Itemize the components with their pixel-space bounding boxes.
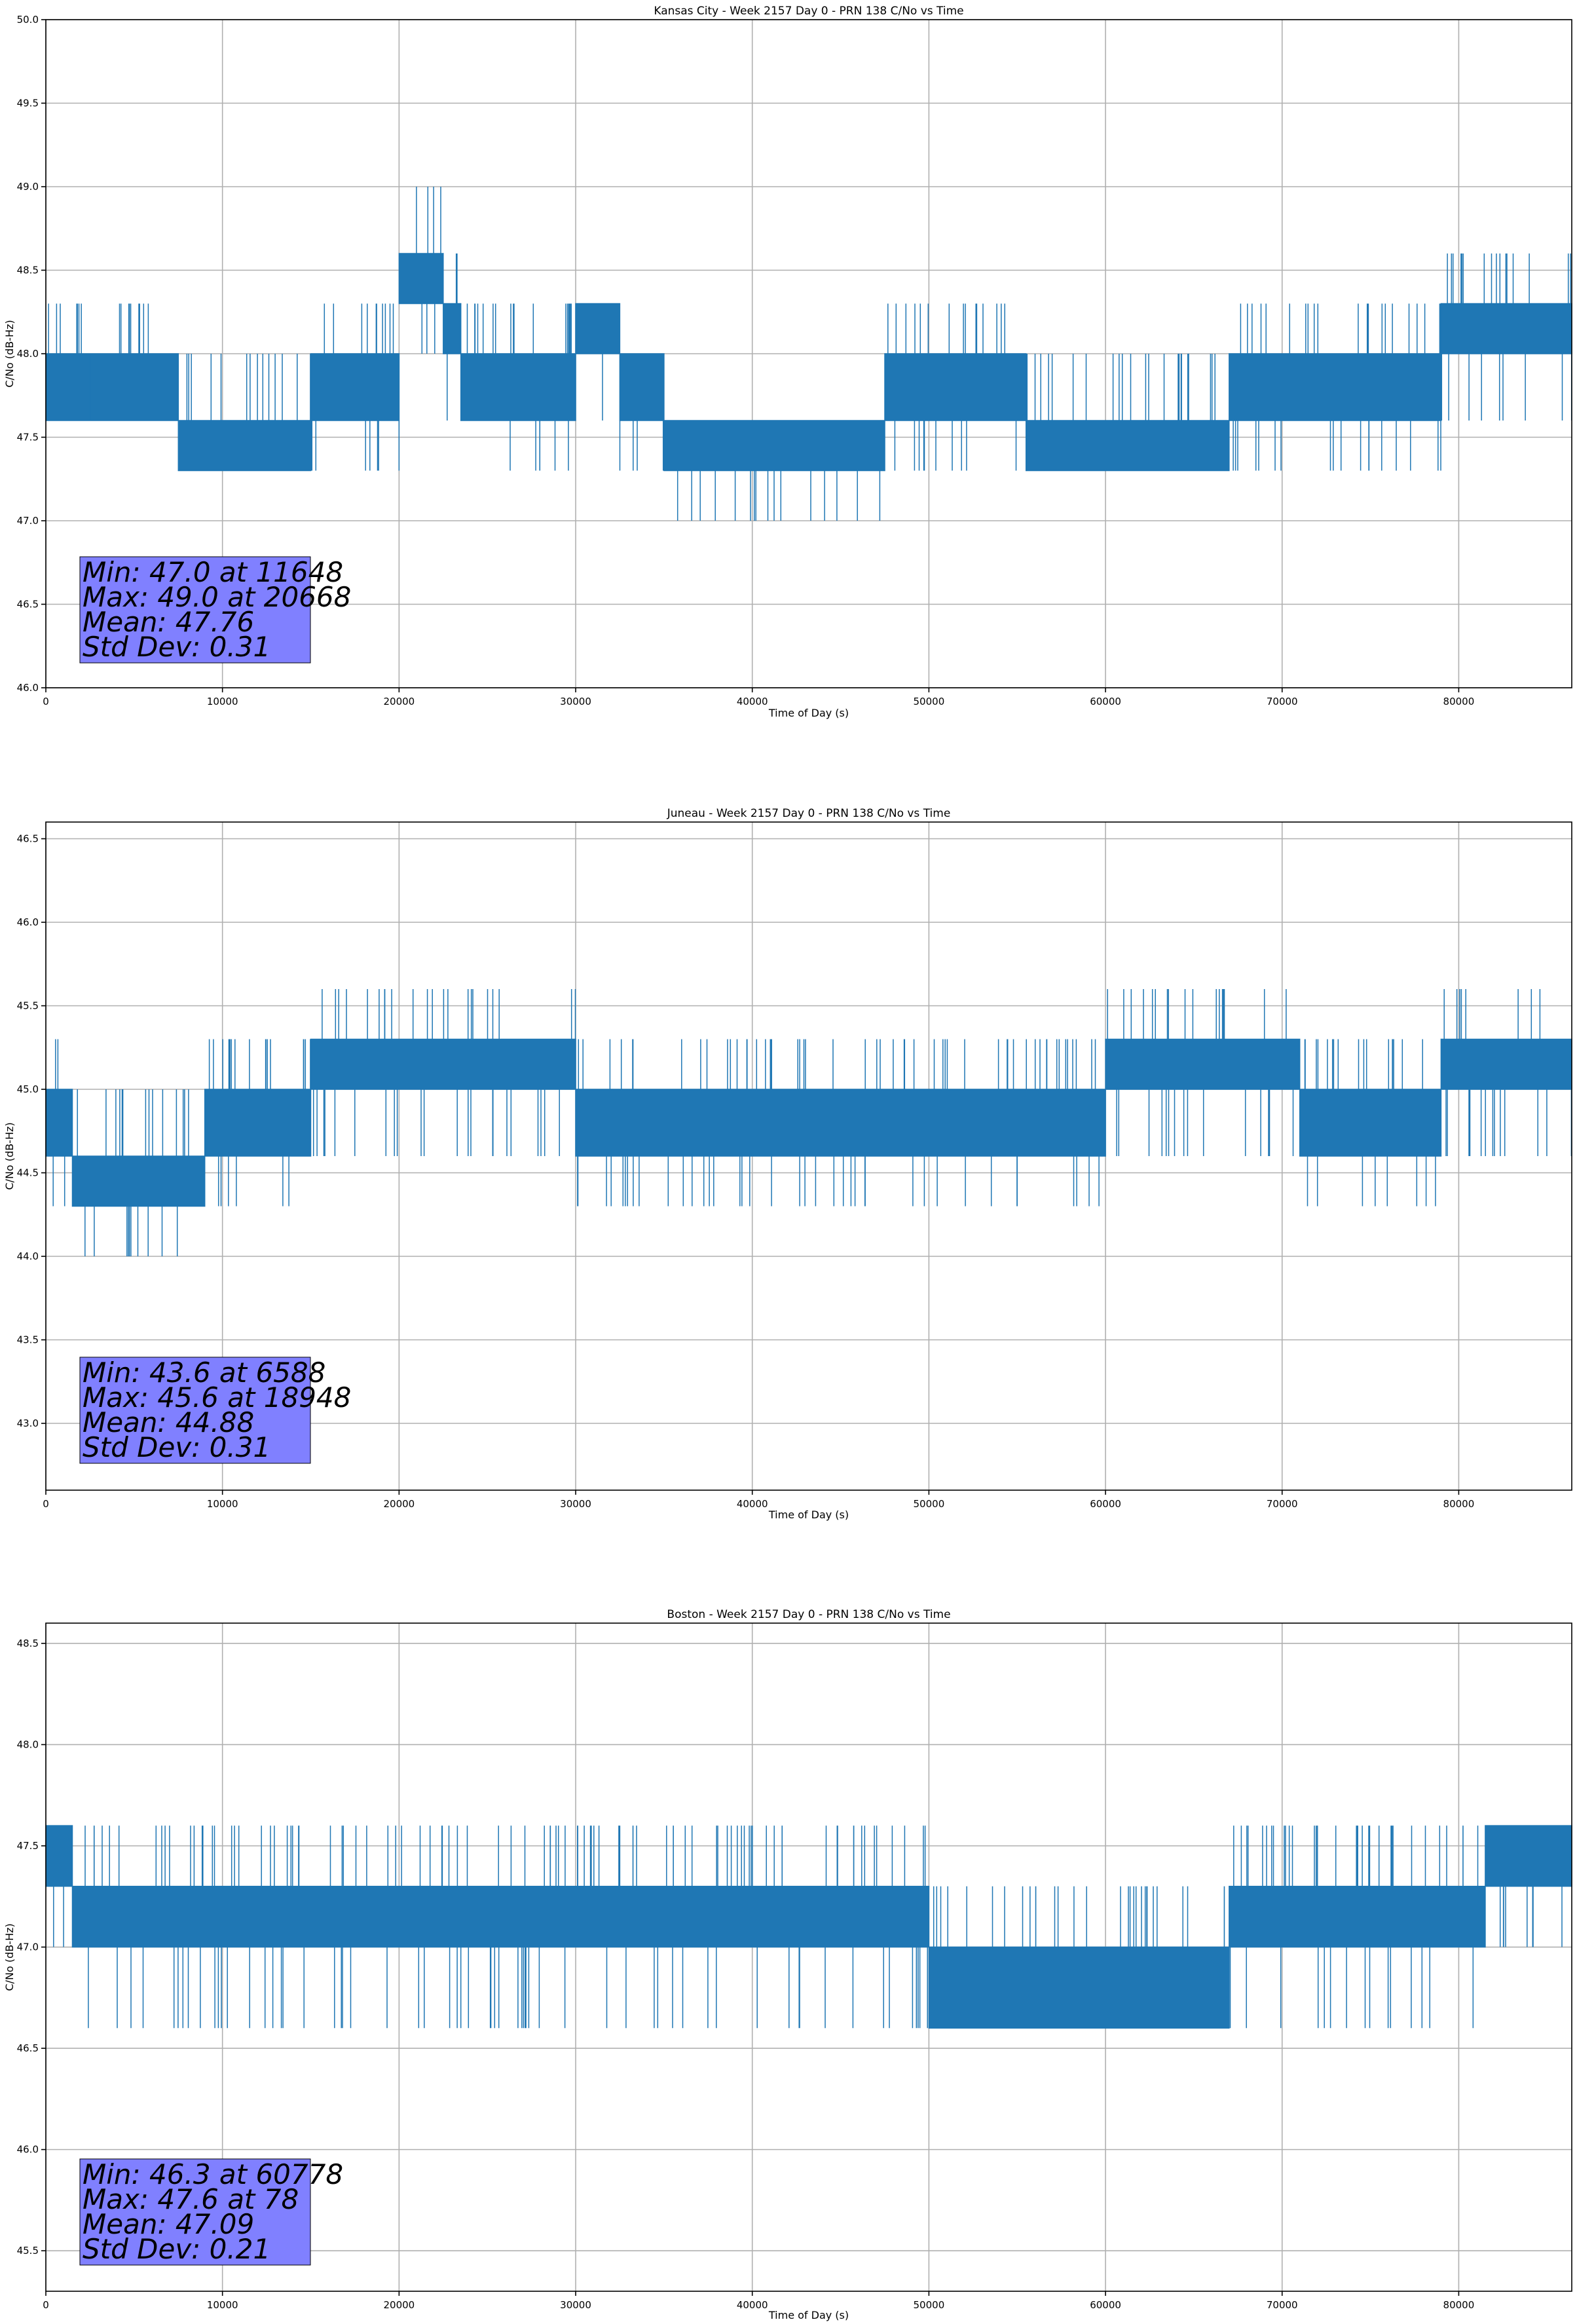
y-tick-label: 46.0 [17, 2144, 39, 2156]
stat-mean: Mean: 47.76 [83, 606, 254, 638]
y-axis-label: C/No (dB-Hz) [3, 1923, 16, 1991]
y-tick-labels: 45.5 46.0 46.5 47.0 47.5 48.0 48.5 [17, 1638, 39, 2257]
chart-panel-juneau: Juneau - Week 2157 Day 0 - PRN 138 C/No … [3, 807, 1572, 1521]
x-tick-label: 80000 [1443, 1498, 1475, 1510]
x-tick-label: 60000 [1090, 2299, 1121, 2311]
stat-min: Min: 43.6 at 6588 [83, 1357, 325, 1389]
x-tick-label: 20000 [383, 2299, 415, 2311]
stat-std-dev: Std Dev: 0.21 [83, 2233, 270, 2265]
stat-mean: Mean: 47.09 [83, 2208, 254, 2240]
stats-box-background [79, 1357, 311, 1464]
chart-panel-kansas-city: Kansas City - Week 2157 Day 0 - PRN 138 … [3, 5, 1572, 719]
axes-frame [45, 1622, 1572, 2292]
x-tick-labels: 0 10000 20000 30000 40000 50000 60000 70000 8000… [43, 1498, 1474, 1510]
tick-marks [41, 1643, 1460, 2296]
stats-box: Min: 47.0 at 11648 Max: 49.0 at 20668 Me… [79, 556, 351, 664]
y-tick-label: 50.0 [17, 14, 39, 26]
series-line [45, 989, 1572, 1256]
cno-series-line [45, 989, 1572, 1256]
y-tick-label: 46.5 [17, 833, 39, 845]
y-tick-labels: 43.0 43.5 44.0 44.5 45.0 45.5 46.0 46.5 [17, 833, 39, 1430]
stat-min: Min: 47.0 at 11648 [83, 556, 343, 588]
y-tick-label: 49.0 [17, 181, 39, 193]
y-tick-label: 47.5 [17, 1840, 39, 1852]
x-tick-label: 60000 [1090, 1498, 1121, 1510]
stat-min: Min: 46.3 at 60778 [83, 2158, 343, 2190]
y-axis-label: C/No (dB-Hz) [3, 320, 16, 387]
x-tick-labels: 0 10000 20000 30000 40000 50000 60000 70000 8000… [43, 2299, 1474, 2311]
y-tick-label: 48.0 [17, 348, 39, 360]
tick-marks [41, 19, 1460, 692]
y-tick-label: 47.0 [17, 515, 39, 527]
stat-mean: Mean: 44.88 [83, 1406, 254, 1438]
y-tick-label: 48.5 [17, 265, 39, 276]
series-line [45, 187, 1572, 521]
x-tick-label: 80000 [1443, 696, 1475, 707]
x-tick-label: 50000 [914, 696, 945, 707]
x-tick-label: 70000 [1267, 2299, 1298, 2311]
y-tick-label: 47.5 [17, 432, 39, 443]
x-tick-label: 0 [43, 696, 49, 707]
y-tick-label: 49.5 [17, 98, 39, 109]
x-tick-label: 40000 [737, 2299, 768, 2311]
x-axis-label: Time of Day (s) [768, 707, 849, 719]
stat-max: Max: 49.0 at 20668 [83, 581, 351, 613]
y-axis-label: C/No (dB-Hz) [3, 1122, 16, 1190]
series-line [45, 1825, 1572, 2029]
y-tick-label: 46.5 [17, 599, 39, 610]
x-tick-label: 10000 [207, 1498, 238, 1510]
x-tick-label: 50000 [914, 1498, 945, 1510]
x-tick-label: 0 [43, 2299, 49, 2311]
y-tick-label: 43.0 [17, 1417, 39, 1429]
x-tick-labels: 0 10000 20000 30000 40000 50000 60000 70000 8000… [43, 696, 1474, 707]
y-tick-labels: 46.0 46.5 47.0 47.5 48.0 48.5 49.0 49.5 50.0 [17, 14, 39, 694]
y-tick-label: 46.5 [17, 2042, 39, 2054]
cno-series-line [45, 1825, 1572, 2029]
chart-title: Juneau - Week 2157 Day 0 - PRN 138 C/No … [667, 807, 951, 820]
stat-std-dev: Std Dev: 0.31 [83, 1431, 270, 1463]
stat-std-dev: Std Dev: 0.31 [83, 631, 270, 663]
y-tick-label: 44.0 [17, 1250, 39, 1262]
y-tick-label: 44.5 [17, 1167, 39, 1179]
x-tick-label: 20000 [383, 1498, 415, 1510]
y-tick-label: 46.0 [17, 682, 39, 694]
y-tick-label: 46.0 [17, 916, 39, 928]
stats-box-background [79, 2158, 311, 2266]
chart-panel-boston: Boston - Week 2157 Day 0 - PRN 138 C/No … [3, 1608, 1572, 2321]
stats-box-background [79, 556, 311, 664]
y-tick-label: 45.0 [17, 1083, 39, 1095]
stats-box: Min: 43.6 at 6588 Max: 45.6 at 18948 Mea… [79, 1357, 351, 1464]
stats-box: Min: 46.3 at 60778 Max: 47.6 at 78 Mean:… [79, 2158, 343, 2266]
x-tick-label: 40000 [737, 1498, 768, 1510]
x-axis-label: Time of Day (s) [768, 1509, 849, 1521]
cno-series-line [45, 187, 1572, 521]
y-tick-label: 48.5 [17, 1638, 39, 1649]
x-tick-label: 0 [43, 1498, 49, 1510]
chart-title: Kansas City - Week 2157 Day 0 - PRN 138 … [654, 5, 963, 18]
x-tick-label: 50000 [914, 2299, 945, 2311]
x-tick-label: 70000 [1267, 696, 1298, 707]
y-tick-label: 43.5 [17, 1334, 39, 1346]
y-tick-label: 45.5 [17, 2245, 39, 2257]
x-tick-label: 20000 [383, 696, 415, 707]
x-tick-label: 60000 [1090, 696, 1121, 707]
chart-title: Boston - Week 2157 Day 0 - PRN 138 C/No … [667, 1608, 950, 1621]
x-axis-label: Time of Day (s) [768, 2309, 849, 2321]
x-tick-label: 70000 [1267, 1498, 1298, 1510]
y-tick-label: 48.0 [17, 1738, 39, 1750]
stat-max: Max: 45.6 at 18948 [83, 1381, 351, 1414]
y-tick-label: 45.5 [17, 1000, 39, 1012]
x-tick-label: 30000 [560, 2299, 591, 2311]
x-tick-label: 80000 [1443, 2299, 1475, 2311]
x-tick-label: 30000 [560, 696, 591, 707]
x-tick-label: 30000 [560, 1498, 591, 1510]
x-tick-label: 40000 [737, 696, 768, 707]
y-tick-label: 47.0 [17, 1941, 39, 1953]
tick-marks [41, 838, 1460, 1495]
stat-max: Max: 47.6 at 78 [83, 2183, 299, 2215]
axes-frame [45, 821, 1572, 1491]
x-tick-label: 10000 [207, 2299, 238, 2311]
x-tick-label: 10000 [207, 696, 238, 707]
